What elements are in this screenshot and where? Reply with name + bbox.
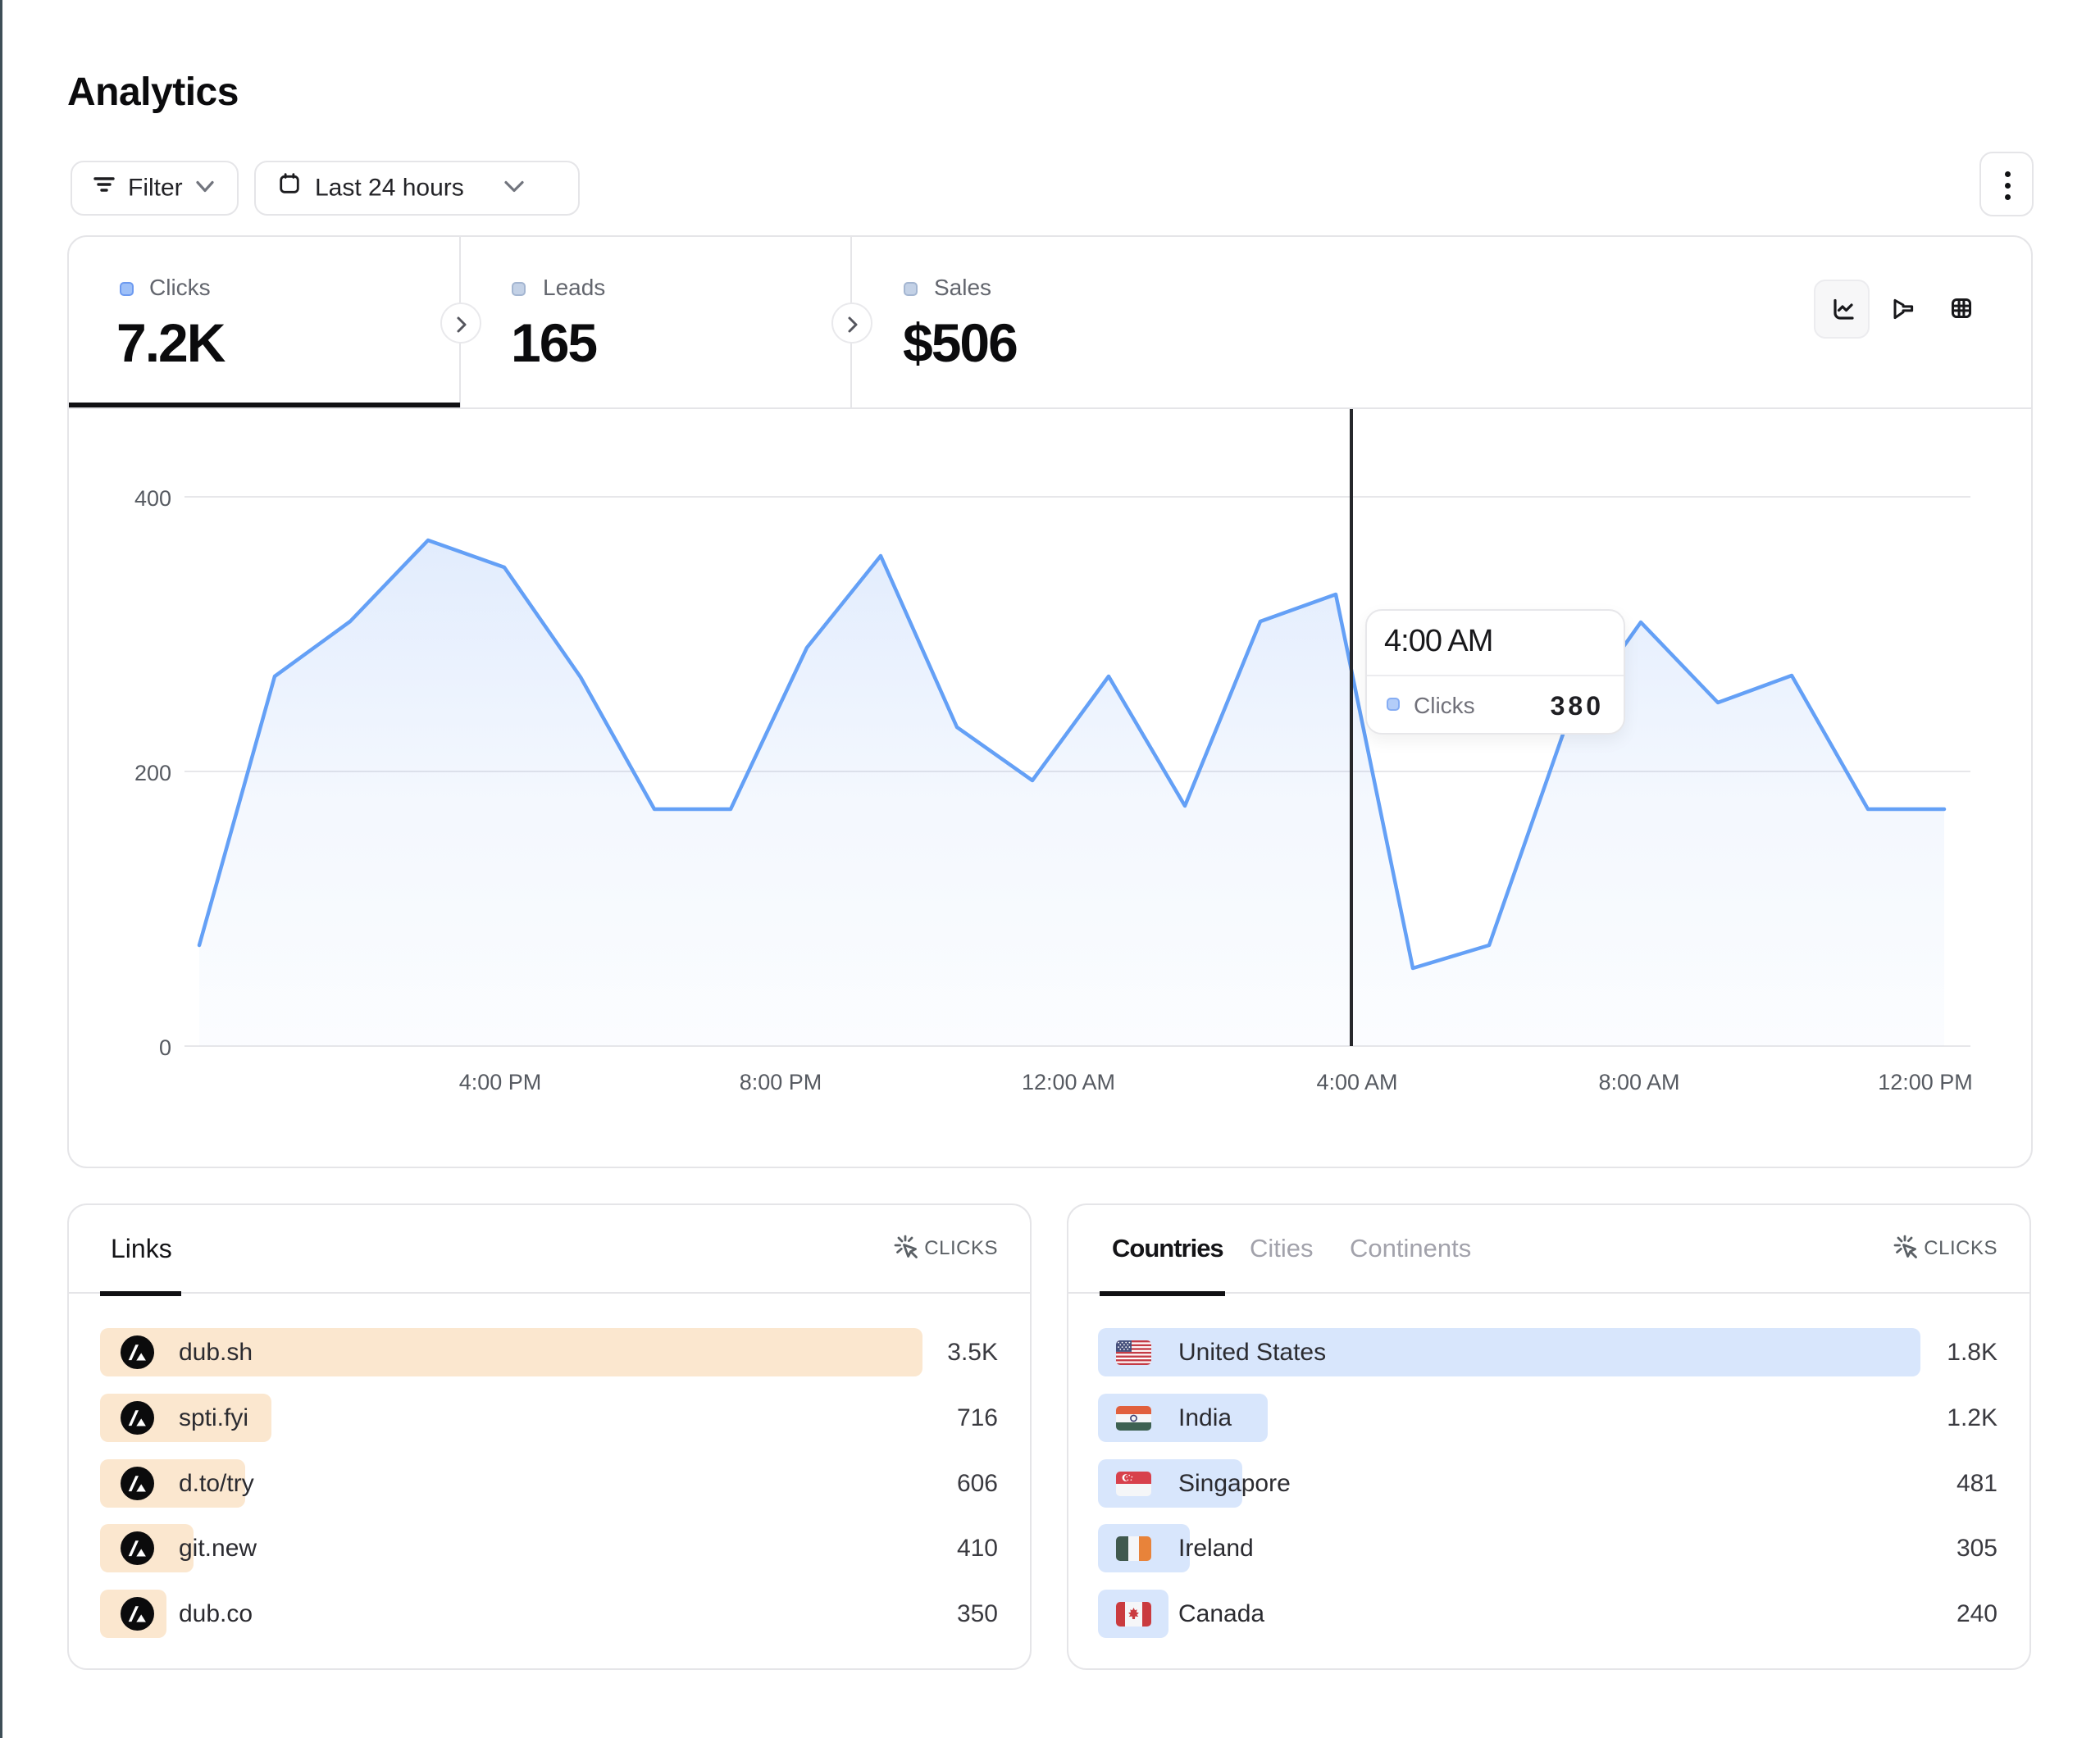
svg-text:0: 0	[159, 1035, 171, 1060]
svg-text:8:00 AM: 8:00 AM	[1598, 1070, 1679, 1094]
svg-text:4:00 PM: 4:00 PM	[459, 1070, 542, 1094]
svg-text:400: 400	[134, 486, 171, 511]
svg-text:200: 200	[134, 761, 171, 785]
svg-text:12:00 AM: 12:00 AM	[1022, 1070, 1115, 1094]
svg-text:12:00 PM: 12:00 PM	[1878, 1070, 1973, 1094]
svg-text:8:00 PM: 8:00 PM	[740, 1070, 822, 1094]
svg-text:4:00 AM: 4:00 AM	[1316, 1070, 1397, 1094]
